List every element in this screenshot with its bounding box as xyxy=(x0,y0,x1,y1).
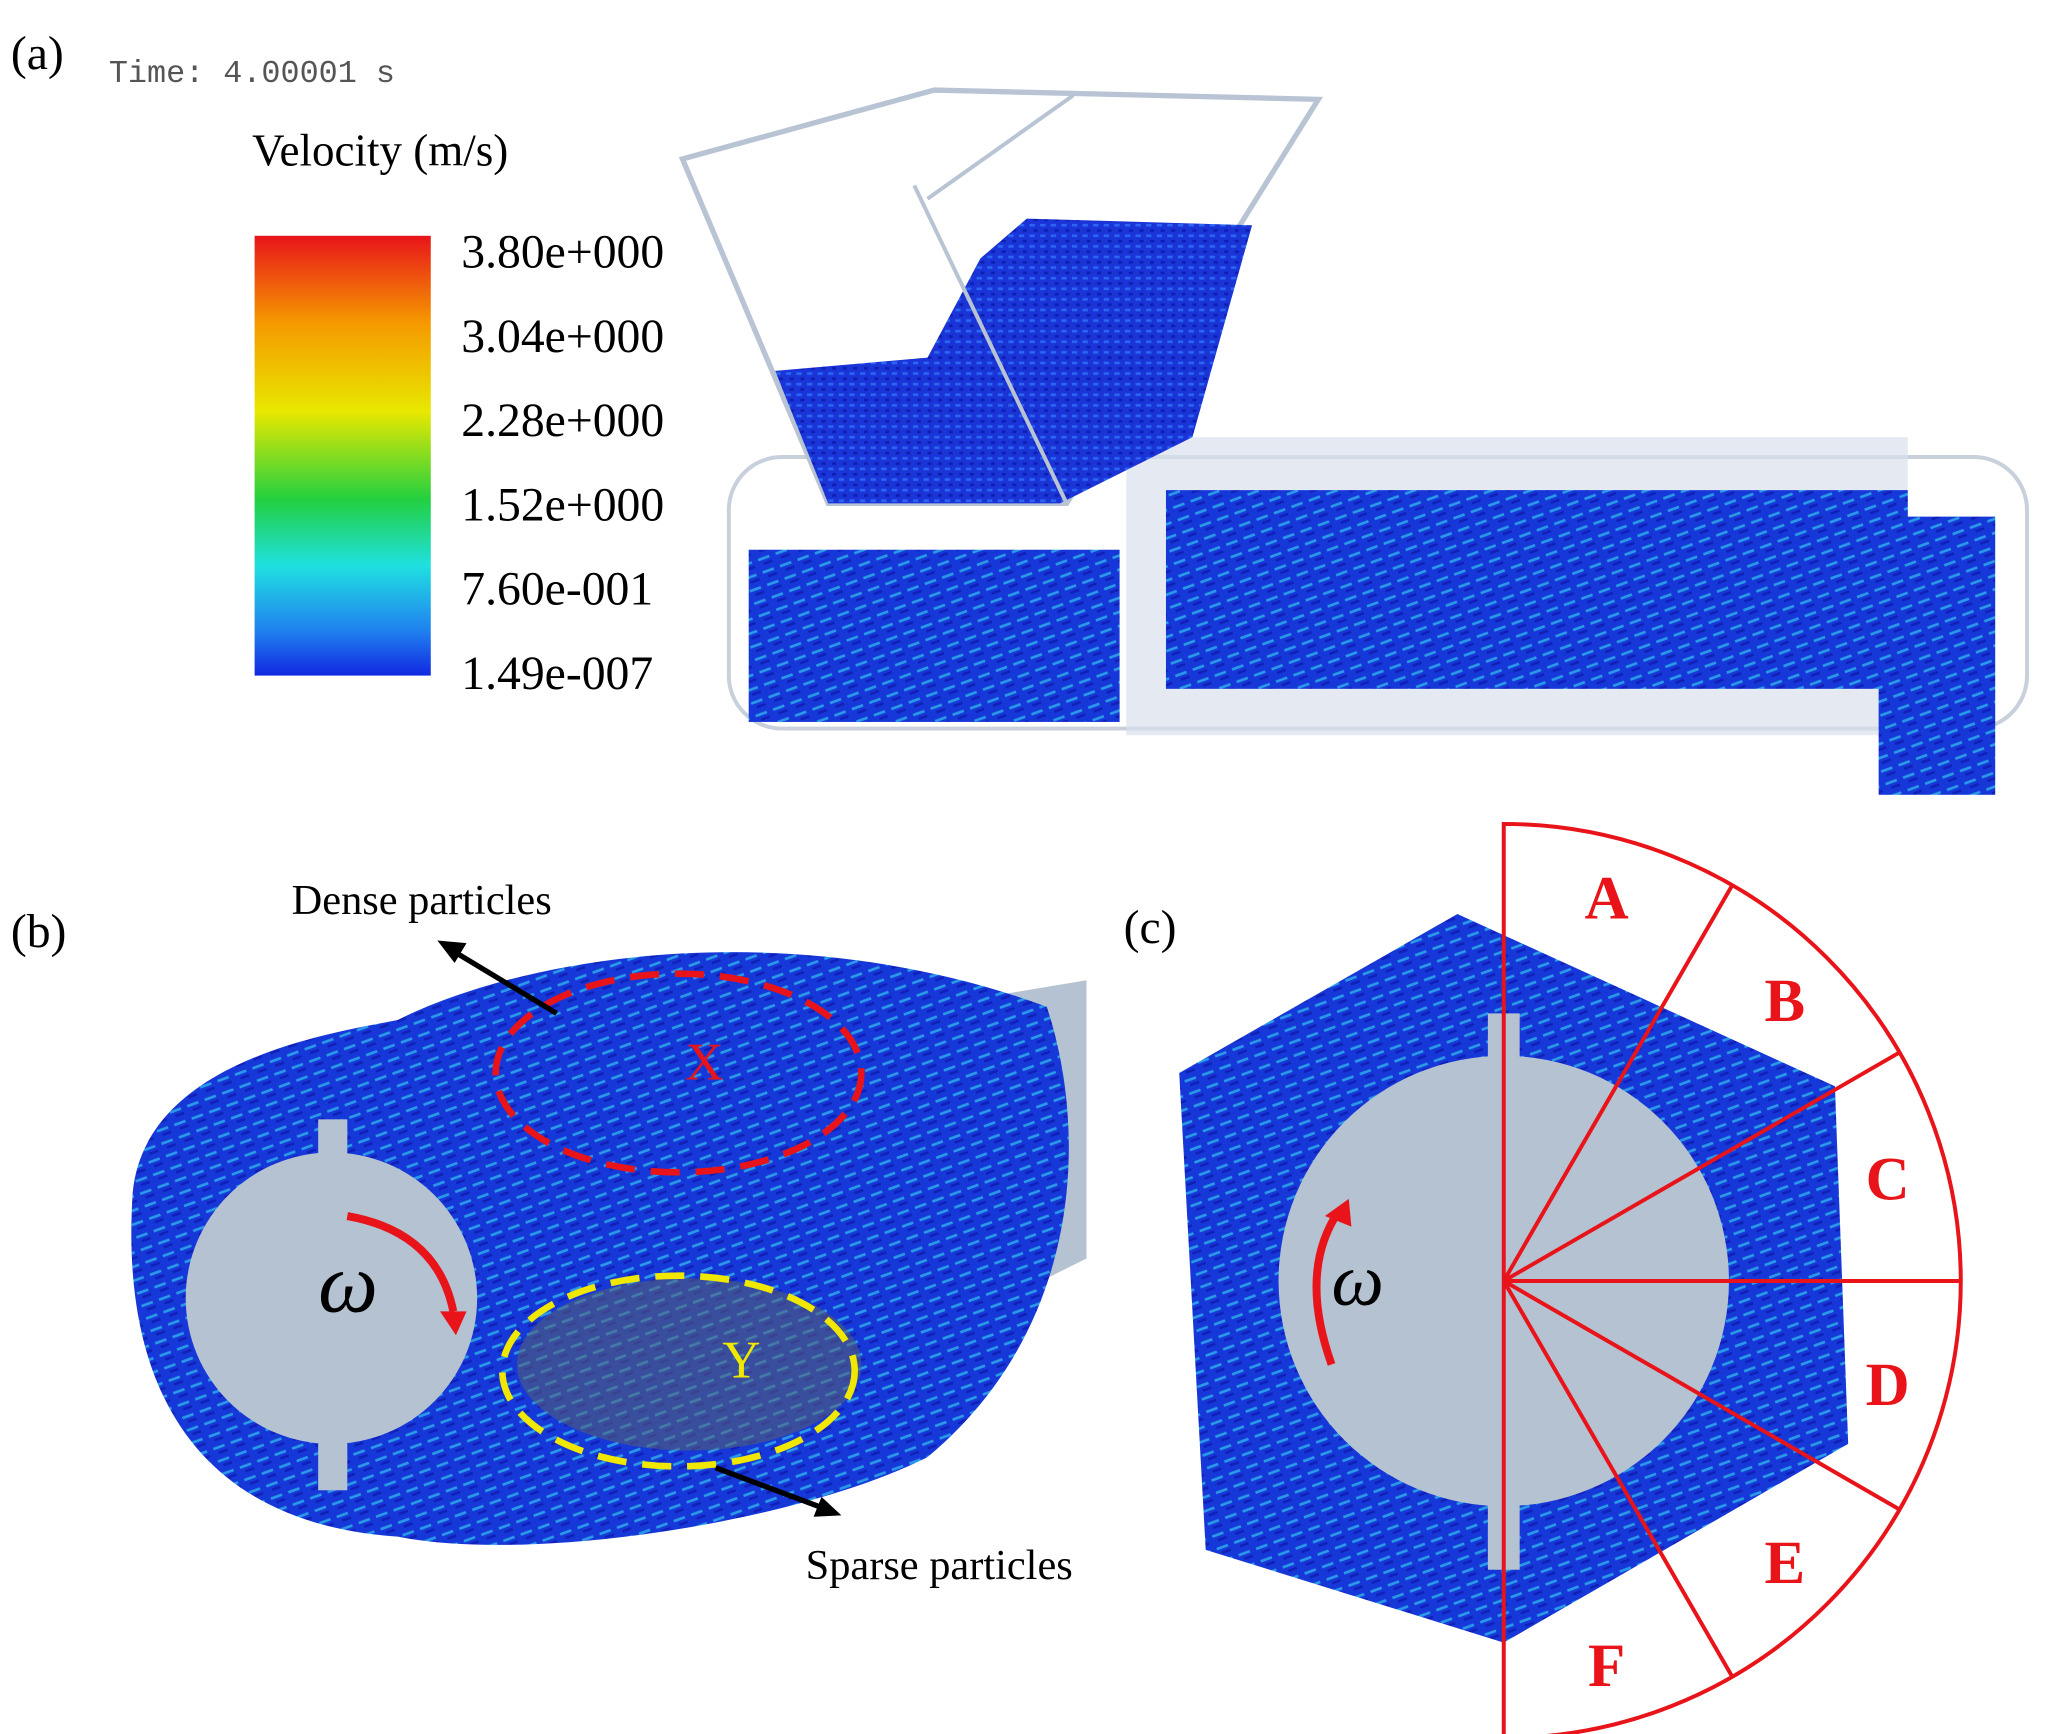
rotation-arrowhead xyxy=(1324,1198,1352,1227)
sector-divider xyxy=(1502,884,1734,1282)
pointer-head xyxy=(813,1496,842,1517)
region-label: X xyxy=(685,1034,723,1092)
region-label: Y xyxy=(722,1332,760,1390)
sparse-region xyxy=(516,1278,862,1451)
sparse-ellipse xyxy=(498,1272,858,1470)
annotation: Dense particles xyxy=(292,877,552,924)
panel-label: (b) xyxy=(11,906,67,958)
colorbar-tick-label: 1.49e-007 xyxy=(461,648,653,700)
sector-label: A xyxy=(1585,865,1629,932)
sector-outline xyxy=(1501,821,1963,1734)
simulation-view xyxy=(678,87,2029,795)
omega: ω xyxy=(1332,1240,1384,1322)
sector-label: F xyxy=(1588,1633,1625,1700)
colorbar-tick-label: 3.80e+000 xyxy=(461,227,664,279)
sector-divider xyxy=(1502,1279,1901,1512)
sector-label: D xyxy=(1866,1352,1910,1419)
rotation-arrow xyxy=(1312,1209,1342,1366)
panel-label: (c) xyxy=(1124,902,1177,954)
sector-label: E xyxy=(1764,1530,1805,1597)
rotation-arrow xyxy=(346,1212,458,1313)
colorbar xyxy=(254,235,431,676)
colorbar-ticks: 3.80e+000 3.04e+000 2.28e+000 1.52e+000 7.60… xyxy=(461,227,664,700)
dense-ellipse xyxy=(492,970,865,1176)
omega: ω xyxy=(318,1236,378,1330)
colorbar-tick-label: 7.60e-001 xyxy=(461,564,653,616)
rotation-arrowhead xyxy=(440,1311,467,1336)
time-label: Time: 4.00001 s xyxy=(109,56,395,92)
pointer xyxy=(451,948,558,1016)
panel-label: (a) xyxy=(11,28,64,80)
sectors: A B C D E F xyxy=(1501,821,1963,1734)
blade xyxy=(318,1119,348,1491)
sector-label: B xyxy=(1764,968,1805,1035)
colorbar-tick-label: 1.52e+000 xyxy=(461,479,664,531)
sector-divider xyxy=(1502,1279,1734,1678)
annotation: Sparse particles xyxy=(806,1542,1073,1589)
pointer xyxy=(714,1465,823,1510)
sector-label: C xyxy=(1866,1146,1910,1213)
colorbar-tick-label: 3.04e+000 xyxy=(461,311,664,363)
pointer-head xyxy=(437,940,467,964)
sector-divider xyxy=(1502,1050,1901,1283)
colorbar-tick-label: 2.28e+000 xyxy=(461,395,664,447)
colorbar-title: Velocity (m/s) xyxy=(252,126,508,176)
